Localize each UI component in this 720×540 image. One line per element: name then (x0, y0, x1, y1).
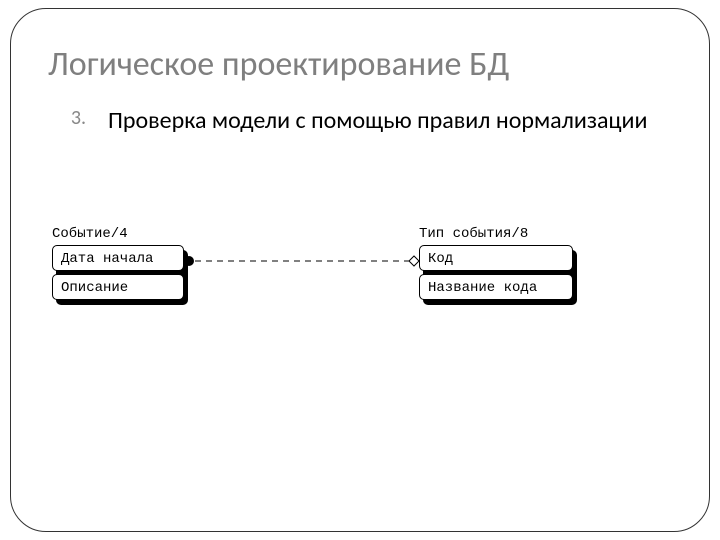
list-number: 3. (64, 106, 86, 130)
list-item: 3. Проверка модели с помощью правил норм… (64, 106, 660, 136)
slide-title-text: Логическое проектирование БД (48, 44, 509, 85)
entity-event: Событие/4 Дата начала Описание (52, 226, 184, 300)
attribute: Дата начала (52, 245, 184, 271)
list-text: Проверка модели с помощью правил нормали… (108, 106, 647, 136)
slide-title: Логическое проектирование БД (48, 44, 672, 85)
attribute: Название кода (419, 274, 573, 300)
entity-event-type: Тип события/8 Код Название кода (419, 226, 573, 300)
attribute: Описание (52, 274, 184, 300)
entity-label: Тип события/8 (419, 226, 573, 242)
er-diagram: Событие/4 Дата начала Описание Тип события/… (52, 226, 668, 356)
attribute: Код (419, 245, 573, 271)
entity-label: Событие/4 (52, 226, 184, 242)
entity-attributes: Код Название кода (419, 245, 573, 300)
entity-attributes: Дата начала Описание (52, 245, 184, 300)
